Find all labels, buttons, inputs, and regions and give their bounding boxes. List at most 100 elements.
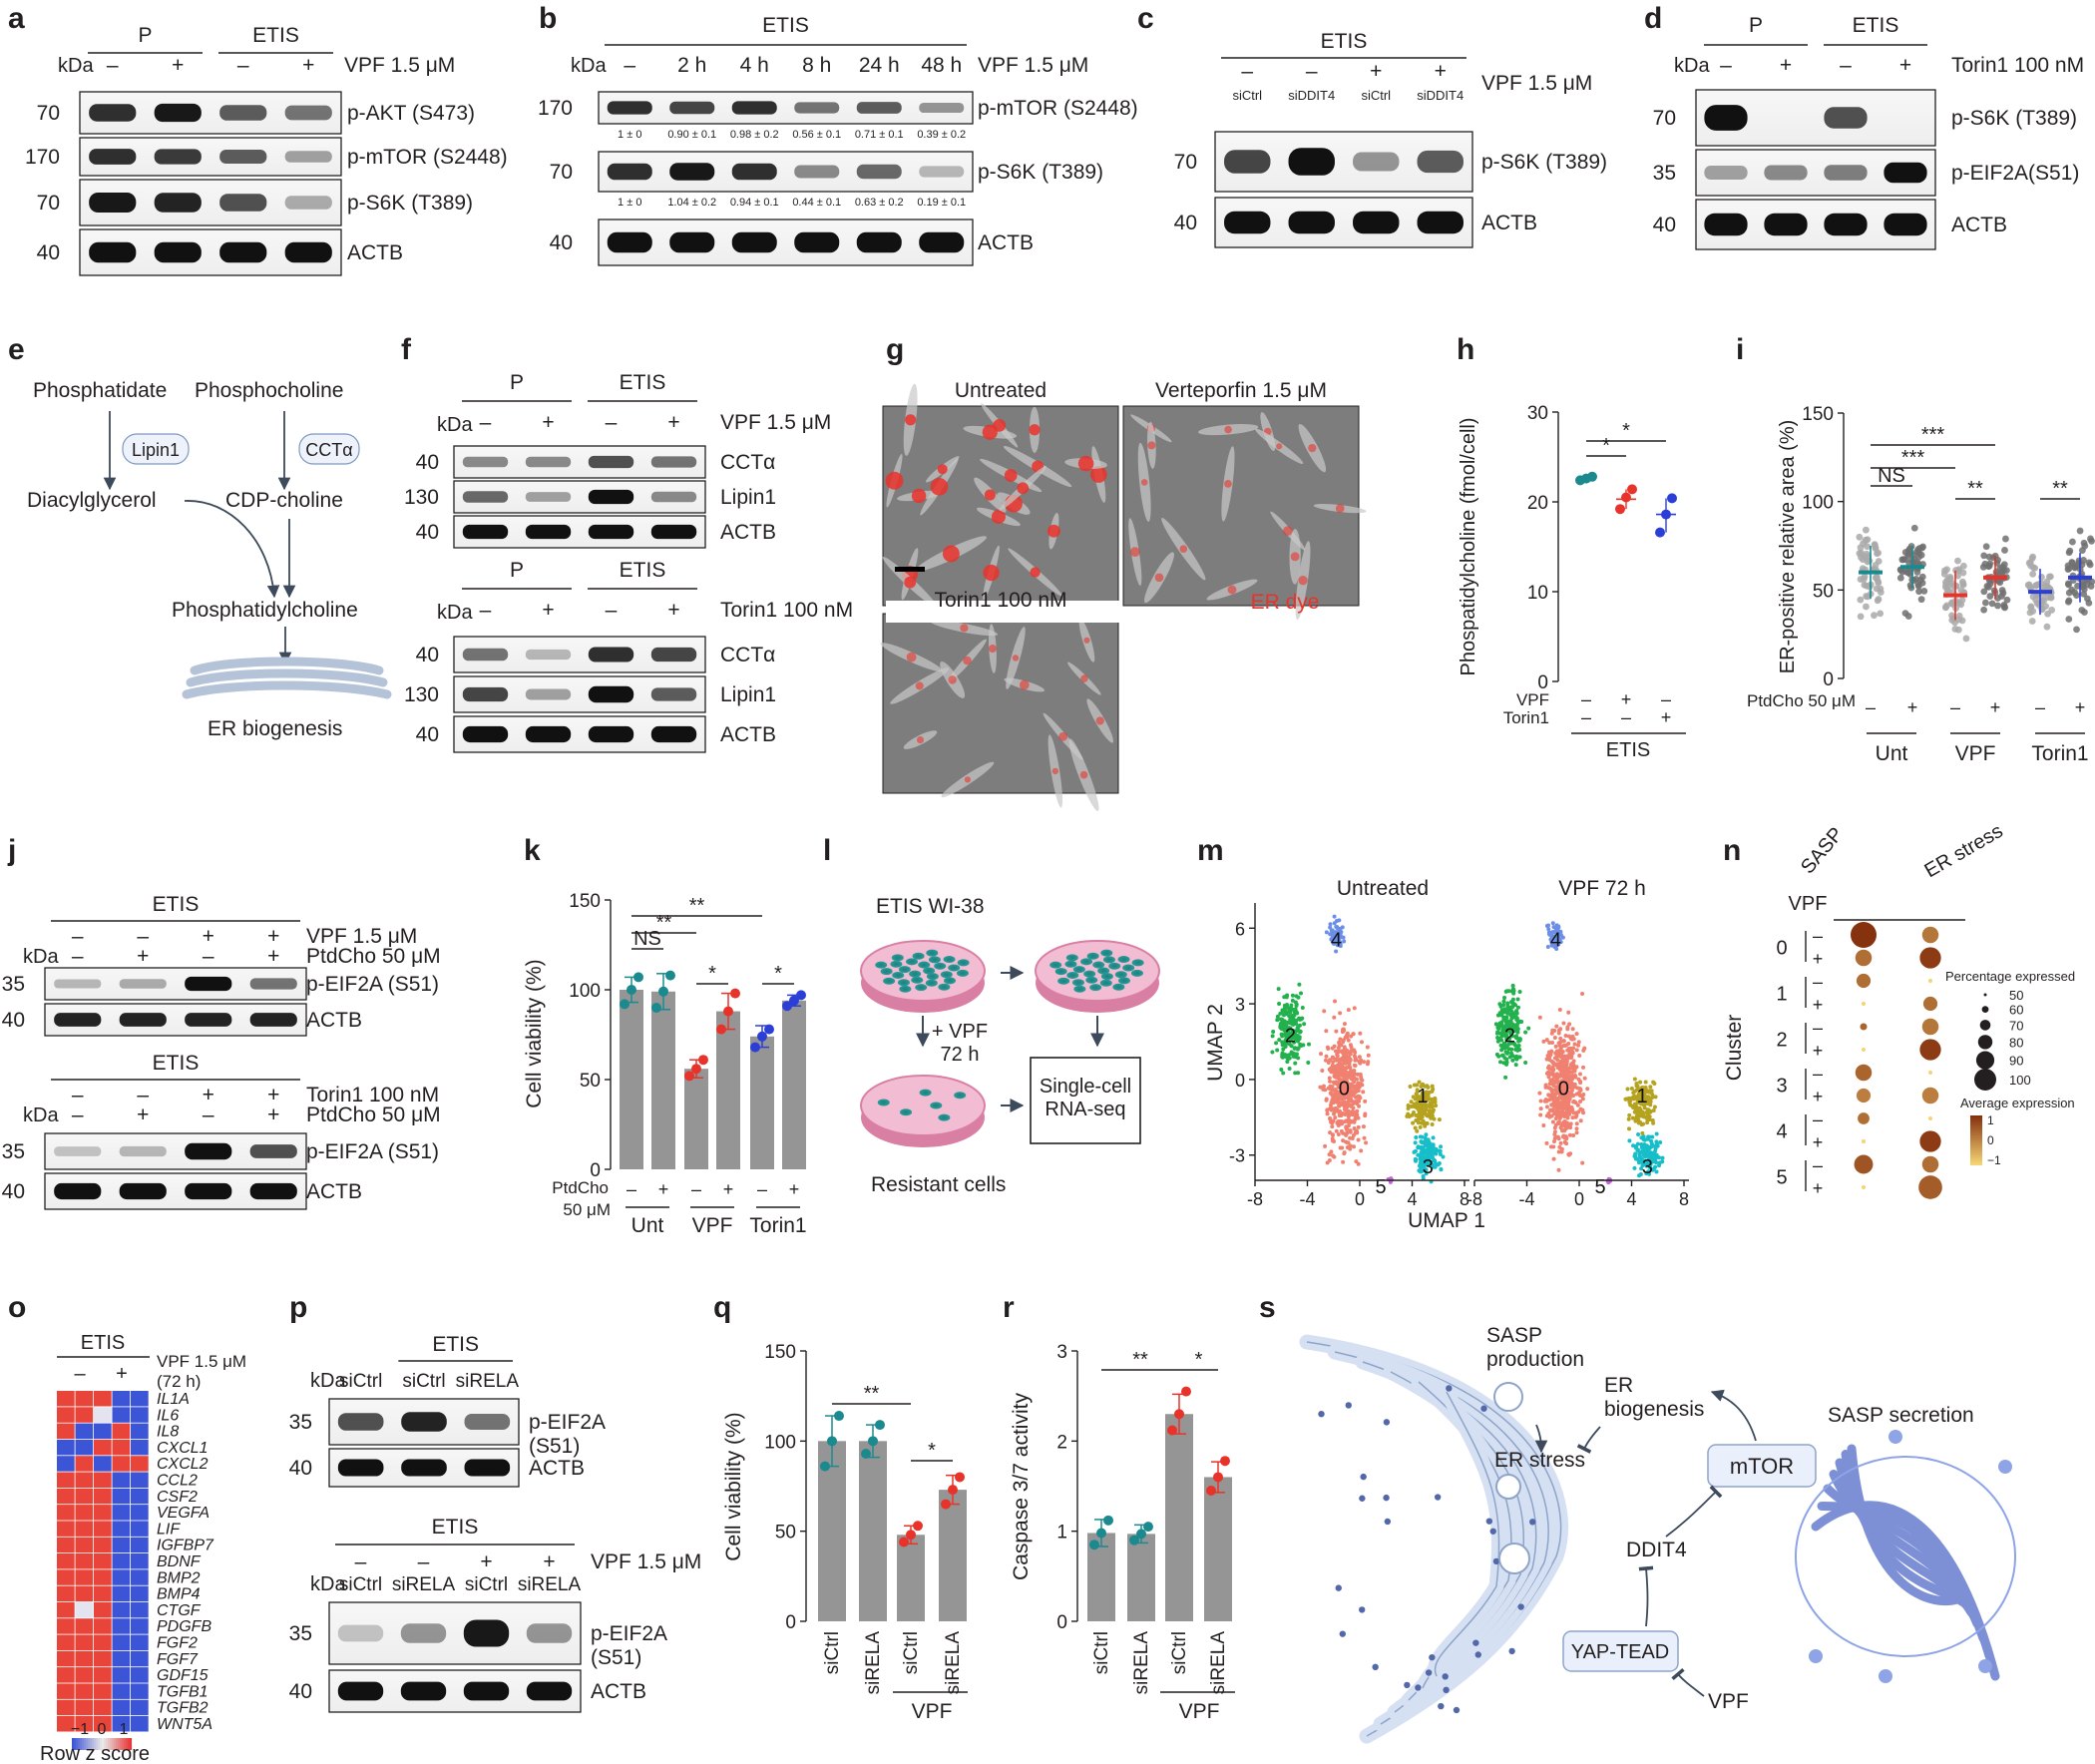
ribosome [1339,1630,1346,1637]
x-tick-label: 8 [1679,1189,1689,1209]
blot-band [154,241,202,263]
cell [1122,964,1135,972]
er-stain [1290,552,1300,562]
blot-band [650,456,697,468]
umap-point [1413,1148,1418,1153]
z-legend-step [114,1738,117,1750]
umap-point [1566,1041,1571,1046]
umap-point [1408,1084,1413,1089]
ptdcho-sign: + [789,1179,800,1199]
group-label: ETIS [252,24,299,47]
lane-label: siRELA [392,1574,456,1595]
sign: – [1813,1109,1823,1129]
heatmap-cell [131,1488,149,1505]
panel-letter: e [8,333,25,366]
cluster-id: 3 [1776,1076,1787,1098]
umap-point [1652,1155,1657,1160]
umap-point [1503,1050,1508,1055]
blot-band [464,1459,511,1477]
golgi-vesicle [1998,1460,2012,1474]
umap-point [1553,1044,1558,1049]
cell [877,1099,890,1106]
umap-point [1287,1067,1292,1072]
mw-marker: 40 [289,1457,312,1480]
umap-point [1331,1060,1336,1065]
ribosome [1372,1663,1379,1671]
blot-band [588,524,634,540]
label-line: RNA-seq [1045,1099,1125,1120]
umap-point [1351,1100,1356,1104]
data-point [1863,526,1870,534]
dot-sasp [1855,949,1873,967]
blot-band [650,647,697,662]
gene-label: GDF15 [157,1667,209,1684]
gene-label: LIF [157,1521,181,1538]
cell [899,985,912,993]
umap-point [1581,1065,1586,1070]
umap-point [1499,1038,1504,1043]
umap-point [1623,1097,1628,1102]
sign: + [137,1103,149,1126]
data-point [1206,1486,1216,1497]
er-stain [1012,655,1020,662]
heatmap-cell [94,1634,112,1650]
heatmap-cell [75,1683,94,1699]
cell [1102,956,1115,964]
z-legend-step [122,1738,125,1750]
heatmap-cell [57,1601,75,1618]
color-legend-label: 1 [1987,1113,1994,1127]
heatmap-cell [112,1488,131,1505]
umap-point [1434,1162,1439,1167]
umap-point [1353,1117,1358,1122]
dot-er [1921,1018,1939,1036]
umap-point [1557,1115,1562,1120]
umap-point [1437,1117,1442,1122]
data-point [1856,533,1864,541]
umap-point [1660,1159,1665,1164]
umap-point [1342,939,1347,944]
ribosome [1415,1684,1422,1691]
umap-point [1292,1052,1297,1057]
umap-point [1278,1024,1283,1029]
umap-point [1337,1098,1342,1102]
z-legend-step [118,1738,121,1750]
blot-band [650,725,697,743]
blot-band [119,1013,167,1027]
umap-point [1330,1124,1335,1129]
umap-point [1571,1093,1576,1098]
umap-point [1576,1077,1581,1082]
color-legend-step [1970,1125,1982,1128]
umap-point [1349,1045,1354,1050]
umap-point [1563,1126,1568,1131]
blot-band [1704,105,1748,131]
data-point [1089,1540,1099,1550]
data-point [1857,613,1865,621]
data-point [1915,588,1922,596]
umap-point [1559,1069,1564,1074]
group-label: Torin1 [2031,742,2088,765]
kda-label: kDa [437,602,473,624]
umap-point [1504,989,1509,994]
z-legend-step [100,1738,103,1750]
y-tick-label: 2 [1056,1432,1067,1453]
blot-0 [328,1601,582,1665]
umap-point [1507,1055,1512,1060]
z-legend-step [116,1738,119,1750]
umap-point [1577,1053,1582,1058]
umap-point [1519,1019,1524,1024]
blot-band [525,649,572,661]
er-stain [1147,441,1156,450]
umap-point [1625,1087,1630,1092]
panel-letter: m [1197,834,1224,867]
blot-band [919,102,965,114]
data-point [1948,599,1956,607]
data-point [2043,623,2051,631]
umap-point [1357,1099,1362,1103]
data-point [789,995,799,1006]
category-label: siCtrl [1169,1631,1190,1674]
quant-value: 0.94 ± 0.1 [730,197,779,209]
umap-point [1349,1069,1354,1074]
umap-point [1293,1036,1298,1041]
heatmap-cell [94,1553,112,1569]
data-point [1096,1528,1106,1539]
